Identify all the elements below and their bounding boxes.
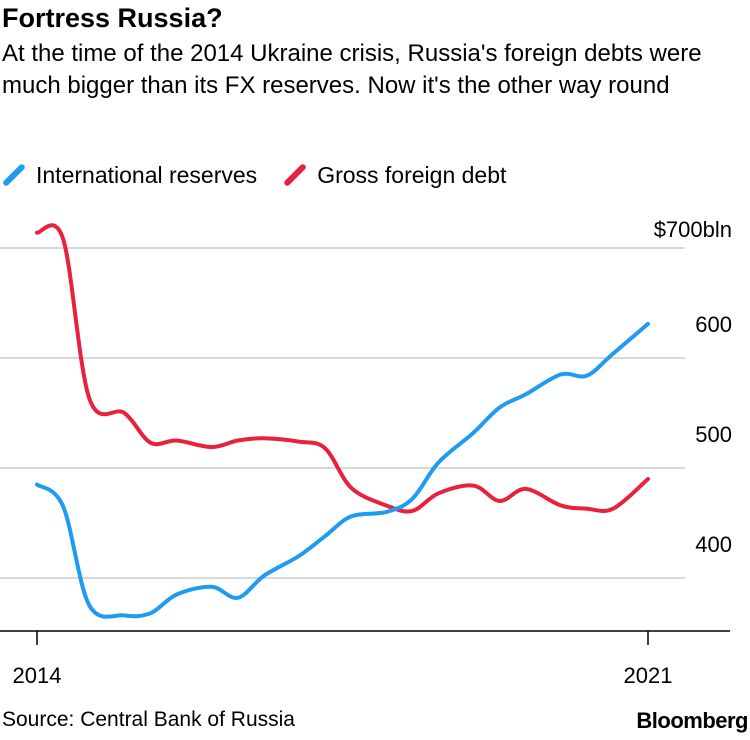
bloomberg-logo: Bloomberg — [636, 708, 748, 733]
chart-subtitle: At the time of the 2014 Ukraine crisis, … — [2, 40, 702, 99]
y-tick-label-600: 600 — [695, 312, 732, 337]
y-axis-tick-labels: $700bln 600 500 400 — [654, 217, 732, 557]
x-tick-label-2021: 2021 — [624, 663, 673, 688]
y-tick-label-400: 400 — [695, 532, 732, 557]
legend-label-international-reserves: International reserves — [36, 161, 258, 188]
series-line-international-reserves — [35, 321, 650, 619]
y-tick-label-500: 500 — [695, 422, 732, 447]
x-axis: 2014 2021 — [0, 630, 730, 688]
series-line-gross-foreign-debt — [35, 223, 650, 514]
series-lines — [35, 223, 650, 619]
x-tick-label-2014: 2014 — [13, 663, 62, 688]
y-tick-label-700: $700bln — [654, 217, 732, 242]
source-note: Source: Central Bank of Russia — [2, 708, 295, 731]
gridlines — [0, 247, 685, 579]
legend: International reserves Gross foreign deb… — [2, 158, 532, 192]
legend-item-international-reserves: International reserves — [2, 162, 257, 189]
chart-title: Fortress Russia? — [2, 3, 223, 33]
legend-label-gross-foreign-debt: Gross foreign debt — [317, 161, 507, 188]
legend-item-gross-foreign-debt: Gross foreign debt — [283, 162, 506, 189]
